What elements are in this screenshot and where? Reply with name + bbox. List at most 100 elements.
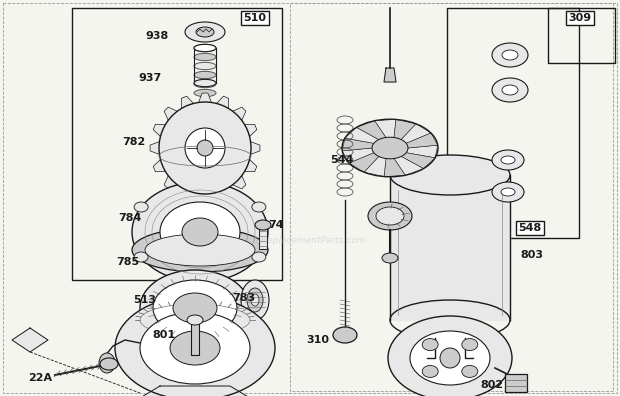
Polygon shape <box>374 120 396 137</box>
Polygon shape <box>394 156 423 175</box>
Ellipse shape <box>196 27 214 37</box>
Text: 548: 548 <box>518 223 542 233</box>
Polygon shape <box>198 93 211 103</box>
Text: 544: 544 <box>330 155 353 165</box>
Text: 803: 803 <box>520 250 543 260</box>
Polygon shape <box>356 121 386 139</box>
Text: 938: 938 <box>145 31 168 41</box>
Text: 802: 802 <box>480 380 503 390</box>
Polygon shape <box>406 133 438 148</box>
Ellipse shape <box>194 44 216 51</box>
Polygon shape <box>250 142 260 154</box>
Ellipse shape <box>140 270 250 346</box>
Ellipse shape <box>462 339 478 350</box>
Ellipse shape <box>145 234 255 266</box>
Ellipse shape <box>255 220 271 230</box>
Text: 801: 801 <box>152 330 175 340</box>
Circle shape <box>185 128 225 168</box>
Ellipse shape <box>410 331 490 385</box>
Circle shape <box>197 140 213 156</box>
Text: 785: 785 <box>116 257 139 267</box>
Ellipse shape <box>333 327 357 343</box>
Ellipse shape <box>187 315 203 325</box>
Polygon shape <box>345 128 379 143</box>
Ellipse shape <box>140 312 250 384</box>
Ellipse shape <box>422 339 438 350</box>
Ellipse shape <box>134 202 148 212</box>
Ellipse shape <box>252 252 266 262</box>
Ellipse shape <box>194 79 216 87</box>
Ellipse shape <box>115 296 275 396</box>
Bar <box>290 3 613 391</box>
Text: 784: 784 <box>118 213 141 223</box>
Ellipse shape <box>185 22 225 42</box>
Polygon shape <box>342 138 374 151</box>
Ellipse shape <box>194 89 216 97</box>
Ellipse shape <box>160 202 240 262</box>
Ellipse shape <box>462 366 478 377</box>
Ellipse shape <box>492 182 524 202</box>
Ellipse shape <box>368 202 412 230</box>
Ellipse shape <box>194 71 216 79</box>
Ellipse shape <box>492 150 524 170</box>
Text: 309: 309 <box>569 13 591 23</box>
Polygon shape <box>427 338 473 358</box>
Polygon shape <box>153 160 166 172</box>
Ellipse shape <box>194 62 216 70</box>
Ellipse shape <box>372 137 408 159</box>
Text: ©ReplacementParts.com: ©ReplacementParts.com <box>253 236 367 244</box>
Polygon shape <box>394 120 416 139</box>
Ellipse shape <box>100 358 118 370</box>
Ellipse shape <box>422 366 438 377</box>
Ellipse shape <box>501 156 515 164</box>
Polygon shape <box>216 96 229 109</box>
Text: 782: 782 <box>122 137 145 147</box>
Polygon shape <box>349 153 379 172</box>
Bar <box>72 8 282 280</box>
Polygon shape <box>364 156 386 177</box>
Text: 310: 310 <box>306 335 329 345</box>
Polygon shape <box>153 124 166 137</box>
Polygon shape <box>232 176 246 189</box>
Polygon shape <box>342 148 374 163</box>
Ellipse shape <box>194 44 216 51</box>
Ellipse shape <box>132 228 268 272</box>
Bar <box>191 320 199 355</box>
Bar <box>447 8 579 238</box>
Text: 510: 510 <box>244 13 267 23</box>
Ellipse shape <box>182 218 218 246</box>
Polygon shape <box>384 158 405 177</box>
Ellipse shape <box>132 182 268 282</box>
Ellipse shape <box>252 202 266 212</box>
Ellipse shape <box>194 80 216 88</box>
Ellipse shape <box>492 43 528 67</box>
Text: 22A: 22A <box>28 373 52 383</box>
Polygon shape <box>245 124 257 137</box>
Polygon shape <box>198 194 211 203</box>
Polygon shape <box>406 145 438 158</box>
Polygon shape <box>401 124 431 143</box>
Polygon shape <box>401 153 435 169</box>
Ellipse shape <box>502 50 518 60</box>
Ellipse shape <box>173 293 217 323</box>
Polygon shape <box>245 160 257 172</box>
Bar <box>548 8 615 63</box>
Polygon shape <box>140 386 250 396</box>
Ellipse shape <box>388 316 512 396</box>
Polygon shape <box>150 142 159 154</box>
Text: 937: 937 <box>138 73 161 83</box>
Ellipse shape <box>251 294 259 306</box>
Polygon shape <box>232 107 246 120</box>
Ellipse shape <box>502 85 518 95</box>
Text: 783: 783 <box>232 293 255 303</box>
Polygon shape <box>181 188 193 200</box>
Ellipse shape <box>153 280 237 336</box>
Ellipse shape <box>501 188 515 196</box>
Ellipse shape <box>241 280 269 320</box>
Ellipse shape <box>382 253 398 263</box>
Text: 74: 74 <box>268 220 283 230</box>
Polygon shape <box>164 176 177 189</box>
Polygon shape <box>384 68 396 82</box>
Text: 513: 513 <box>133 295 156 305</box>
Polygon shape <box>390 175 510 320</box>
